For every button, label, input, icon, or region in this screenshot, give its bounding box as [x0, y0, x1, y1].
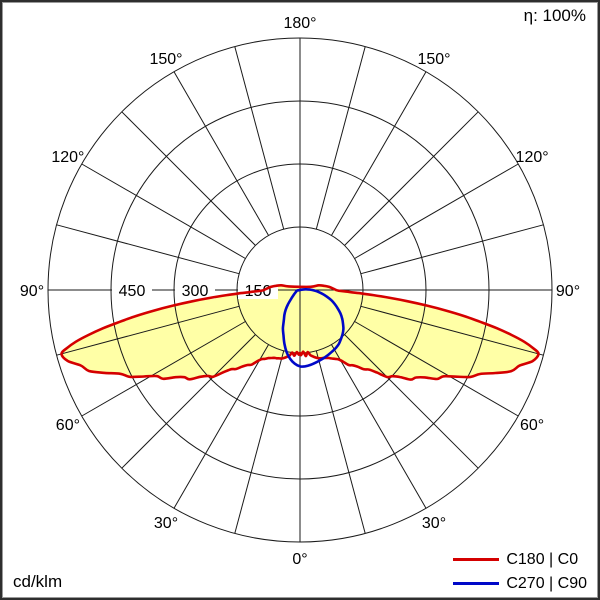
- tick-label-bg: [175, 281, 215, 299]
- grid-radial-line: [234, 350, 285, 534]
- angle-label: 0°: [292, 551, 307, 568]
- unit-label: cd/klm: [13, 572, 63, 591]
- angle-label: 30°: [422, 515, 446, 532]
- legend-label-c270-c90: C270 | C90: [506, 574, 587, 592]
- angle-label: 30°: [154, 515, 178, 532]
- angle-label: 90°: [556, 283, 580, 300]
- grid-radial-line: [360, 305, 544, 356]
- angle-label: 60°: [520, 417, 544, 434]
- grid-radial-line: [234, 46, 285, 230]
- legend-label-c180-c0: C180 | C0: [506, 550, 579, 568]
- legend: C180 | C0 C270 | C90: [453, 549, 587, 594]
- angle-label: 180°: [283, 15, 316, 32]
- legend-item-c270-c90: C270 | C90: [453, 573, 587, 594]
- grid-radial-line: [173, 71, 269, 236]
- grid-radial-line: [56, 305, 240, 356]
- grid-radial-line: [81, 321, 246, 417]
- legend-line-c270-c90: [453, 582, 500, 585]
- grid-radial-line: [354, 163, 519, 259]
- grid-radial-line: [173, 344, 269, 509]
- grid-radial-line: [354, 321, 519, 417]
- curve-c180-c0: [60, 283, 540, 381]
- grid-radial-line: [56, 224, 240, 275]
- tick-label-bg: [112, 281, 152, 299]
- grid-radial-line: [331, 344, 427, 509]
- grid-radial-line: [315, 350, 366, 534]
- legend-line-c180-c0: [453, 558, 500, 561]
- angle-label: 150°: [417, 51, 450, 68]
- grid-radial-line: [315, 46, 366, 230]
- angle-label: 90°: [20, 283, 44, 300]
- grid-radial-line: [344, 334, 479, 469]
- legend-item-c180-c0: C180 | C0: [453, 549, 587, 570]
- grid-radial-line: [121, 111, 256, 246]
- grid-radial-line: [331, 71, 427, 236]
- radial-tick-label: 300: [182, 283, 209, 300]
- radial-tick-label: 450: [119, 283, 146, 300]
- angle-label: 120°: [51, 149, 84, 166]
- grid-radial-line: [81, 163, 246, 259]
- curve-c270-c90: [281, 287, 345, 368]
- angle-label: 150°: [149, 51, 182, 68]
- angle-label: 120°: [516, 149, 549, 166]
- grid-radial-line: [121, 334, 256, 469]
- grid-radial-line: [360, 224, 544, 275]
- grid-radial-line: [344, 111, 479, 246]
- efficiency-label: η: 100%: [523, 6, 586, 25]
- angle-label: 60°: [56, 417, 80, 434]
